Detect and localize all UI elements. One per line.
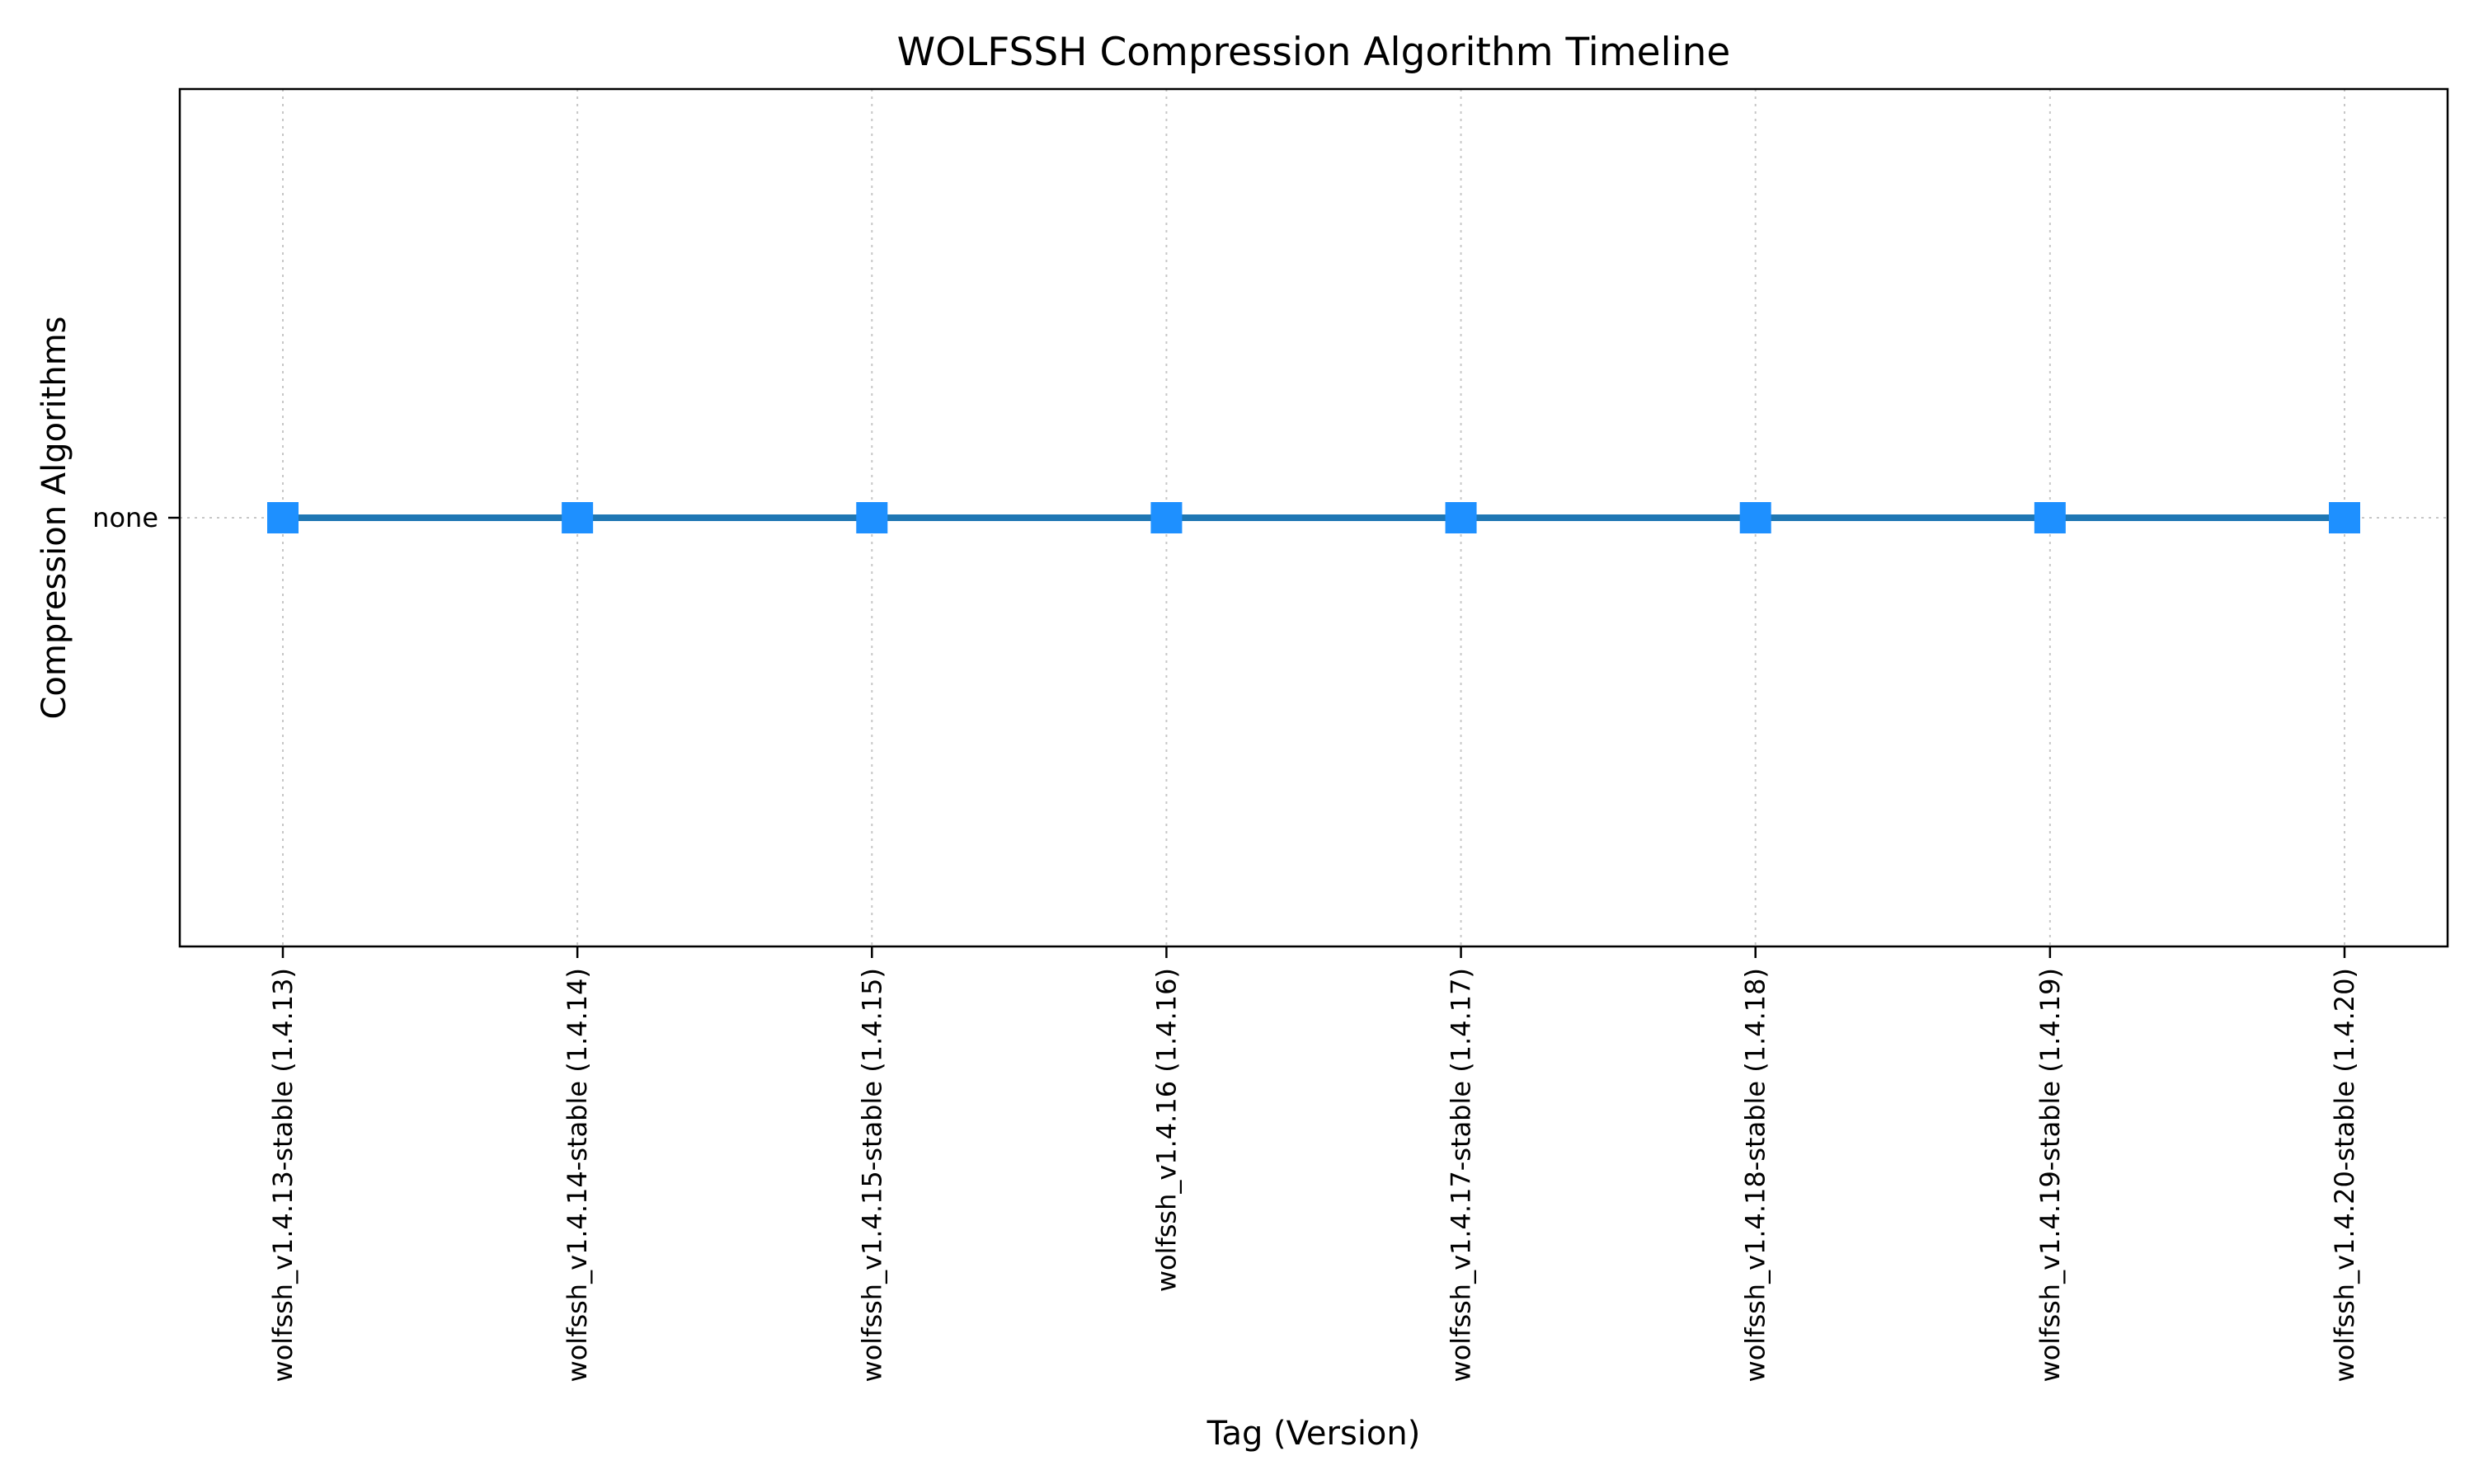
x-axis-ticks: wolfssh_v1.4.13-stable (1.4.13) wolfssh_v… [267,946,2360,1382]
x-tick-label: wolfssh_v1.4.18-stable (1.4.18) [1740,968,1771,1382]
x-tick-label: wolfssh_v1.4.19-stable (1.4.19) [2034,968,2066,1382]
data-point-marker [562,502,594,533]
x-tick-label: wolfssh_v1.4.20-stable (1.4.20) [2329,968,2360,1382]
x-tick-label: wolfssh_v1.4.14-stable (1.4.14) [562,968,593,1382]
data-point-marker [1739,502,1771,533]
y-tick-label: none [92,502,158,533]
data-point-marker [1445,502,1477,533]
data-point-marker [267,502,299,533]
x-axis-label: Tag (Version) [1206,1415,1421,1453]
x-tick-label: wolfssh_v1.4.17-stable (1.4.17) [1446,968,1477,1382]
data-point-marker [856,502,888,533]
chart-title: WOLFSSH Compression Algorithm Timeline [897,30,1731,75]
y-axis-label: Compression Algorithms [35,316,73,719]
data-point-marker [1150,502,1183,533]
x-tick-label: wolfssh_v1.4.13-stable (1.4.13) [267,968,299,1382]
series-layer [267,502,2360,533]
x-tick-label: wolfssh_v1.4.15-stable (1.4.15) [856,968,887,1382]
data-point-marker [2329,502,2360,533]
y-axis-ticks: none [92,502,180,533]
gridlines [180,89,2448,946]
x-tick-label: wolfssh_v1.4.16 (1.4.16) [1150,968,1182,1292]
data-point-marker [2034,502,2066,533]
